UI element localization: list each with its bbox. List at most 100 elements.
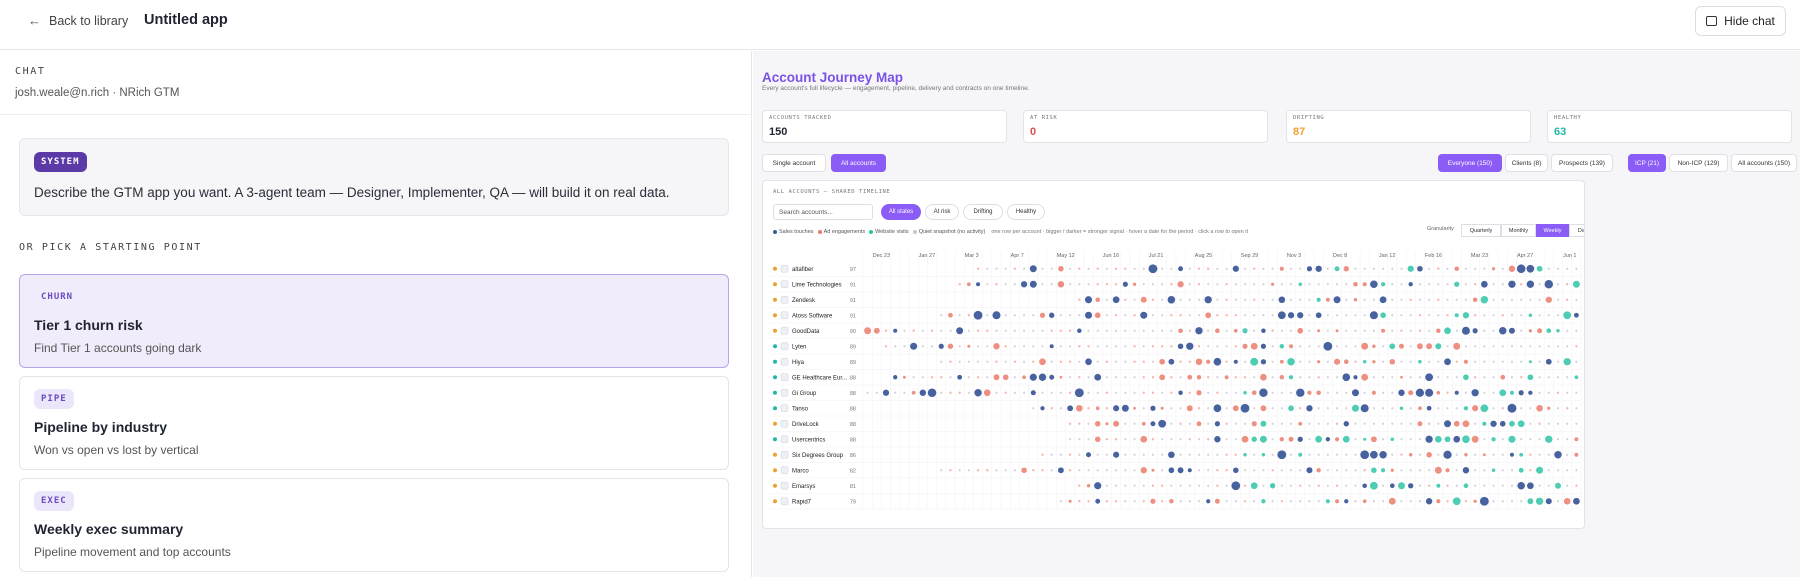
- timeline-dot: [1179, 314, 1182, 317]
- app-preview: Account Journey Map Every account's full…: [753, 51, 1800, 577]
- account-score: 88: [850, 437, 856, 443]
- timeline-dot: [1437, 376, 1440, 379]
- timeline-dot: [1480, 295, 1489, 304]
- timeline-dot: [1483, 345, 1486, 348]
- granularity-quarterly[interactable]: Quarterly: [1461, 224, 1501, 237]
- timeline-dot: [1491, 468, 1496, 472]
- timeline-dot: [1437, 298, 1440, 301]
- icp-filter[interactable]: ICP (21): [1628, 154, 1666, 172]
- timeline-dot: [1215, 328, 1220, 334]
- timeline-dot: [1572, 280, 1580, 288]
- timeline-dot: [1545, 296, 1552, 303]
- timeline-dot: [1566, 345, 1569, 348]
- timeline-dot: [1096, 469, 1099, 472]
- timeline-dot: [1547, 453, 1550, 456]
- timeline-dot: [1335, 329, 1339, 333]
- timeline-dot: [1233, 359, 1238, 364]
- view-single-account[interactable]: Single account: [762, 154, 826, 172]
- timeline-dot: [1161, 329, 1164, 332]
- timeline-dot: [1409, 329, 1412, 332]
- granularity-weekly[interactable]: Weekly: [1536, 224, 1569, 237]
- timeline-dot: [1529, 298, 1532, 301]
- timeline-dot: [1105, 283, 1109, 286]
- timeline-dot: [1096, 267, 1099, 270]
- timeline-dot: [1363, 437, 1367, 441]
- granularity-daily[interactable]: Daily: [1569, 224, 1584, 237]
- timeline-dot: [1041, 345, 1044, 348]
- account-name: Lime Technologies: [792, 282, 842, 288]
- timeline-dot: [1124, 438, 1127, 441]
- timeline-dot: [976, 376, 980, 379]
- state-filter-all[interactable]: All states: [881, 204, 921, 220]
- segment-everyone[interactable]: Everyone (150): [1438, 154, 1502, 172]
- timeline-dot: [1362, 360, 1367, 364]
- granularity-monthly[interactable]: Monthly: [1501, 224, 1536, 237]
- timeline-dot: [1049, 374, 1055, 380]
- timeline-dot: [1343, 421, 1349, 427]
- card-title: Pipeline by industry: [34, 419, 168, 435]
- timeline-dot: [1151, 376, 1155, 379]
- timeline-dot: [1565, 407, 1569, 410]
- timeline-dot: [1317, 500, 1320, 503]
- timeline-dot: [1299, 469, 1302, 472]
- timeline-dot: [1206, 359, 1211, 364]
- timeline-dot: [1142, 376, 1145, 379]
- timeline-dot: [903, 345, 906, 348]
- timeline-dot: [1529, 469, 1532, 472]
- timeline-dot: [995, 360, 998, 363]
- timeline-dot: [1381, 438, 1385, 441]
- timeline-dot: [1262, 314, 1265, 317]
- timeline-dot: [1501, 360, 1504, 363]
- starter-card-churn[interactable]: CHURN Tier 1 churn risk Find Tier 1 acco…: [19, 274, 729, 368]
- timeline-dot: [1398, 343, 1405, 349]
- back-to-library-link[interactable]: ← Back to library: [28, 13, 128, 28]
- starter-card-exec[interactable]: EXEC Weekly exec summary Pipeline moveme…: [19, 478, 729, 572]
- timeline-dot: [1113, 451, 1120, 458]
- view-all-accounts[interactable]: All accounts: [831, 154, 886, 172]
- timeline-dot: [1316, 468, 1321, 473]
- segment-clients[interactable]: Clients (8): [1505, 154, 1548, 172]
- timeline-dot: [1105, 267, 1109, 270]
- account-logo: [780, 420, 789, 428]
- timeline-dot: [1436, 390, 1441, 395]
- timeline-dot: [1059, 329, 1063, 332]
- non-icp-filter[interactable]: Non-ICP (129): [1669, 154, 1728, 172]
- stat-accounts-tracked: ACCOUNTS TRACKED 150: [762, 110, 1007, 143]
- timeline-dot: [1536, 265, 1543, 272]
- timeline-dot: [1455, 469, 1458, 472]
- card-desc: Pipeline movement and top accounts: [34, 545, 231, 559]
- account-score: 88: [850, 391, 856, 397]
- timeline-dot: [1308, 360, 1311, 363]
- timeline-dot: [1260, 420, 1267, 427]
- timeline-dot: [1013, 345, 1016, 348]
- timeline-dot: [1435, 343, 1442, 350]
- timeline-dot: [1362, 483, 1367, 489]
- state-filter-at-risk[interactable]: At risk: [925, 204, 959, 220]
- timeline-dot: [1326, 407, 1329, 410]
- timeline-dot: [1325, 499, 1330, 504]
- search-accounts-input[interactable]: Search accounts...: [773, 204, 873, 220]
- shared-timeline: ALL ACCOUNTS — SHARED TIMELINE Search ac…: [762, 180, 1585, 529]
- segment-prospects[interactable]: Prospects (139): [1551, 154, 1613, 172]
- timeline-dot: [976, 282, 981, 287]
- state-filter-drifting[interactable]: Drifting: [963, 204, 1003, 220]
- timeline-dot: [1428, 314, 1431, 317]
- state-filter-healthy[interactable]: Healthy: [1007, 204, 1045, 220]
- timeline-dot: [1260, 373, 1267, 381]
- all-accounts-filter[interactable]: All accounts (150): [1731, 154, 1797, 172]
- timeline-dot: [1041, 283, 1044, 286]
- timeline-dot: [1400, 422, 1403, 425]
- starter-card-pipe[interactable]: PIPE Pipeline by industry Won vs open vs…: [19, 376, 729, 470]
- timeline-dot: [1013, 283, 1016, 286]
- timeline-dot: [1132, 282, 1137, 286]
- timeline-dot: [1087, 283, 1090, 286]
- timeline-dot: [1253, 267, 1256, 270]
- hide-chat-button[interactable]: Hide chat: [1695, 6, 1786, 36]
- timeline-dot: [1115, 484, 1118, 487]
- timeline-dot: [1207, 469, 1210, 472]
- timeline-dot: [1170, 376, 1173, 379]
- timeline-dot: [1455, 407, 1458, 410]
- timeline-dot: [1446, 314, 1449, 317]
- account-name: altafiber: [792, 267, 813, 273]
- timeline-dot: [1308, 422, 1311, 425]
